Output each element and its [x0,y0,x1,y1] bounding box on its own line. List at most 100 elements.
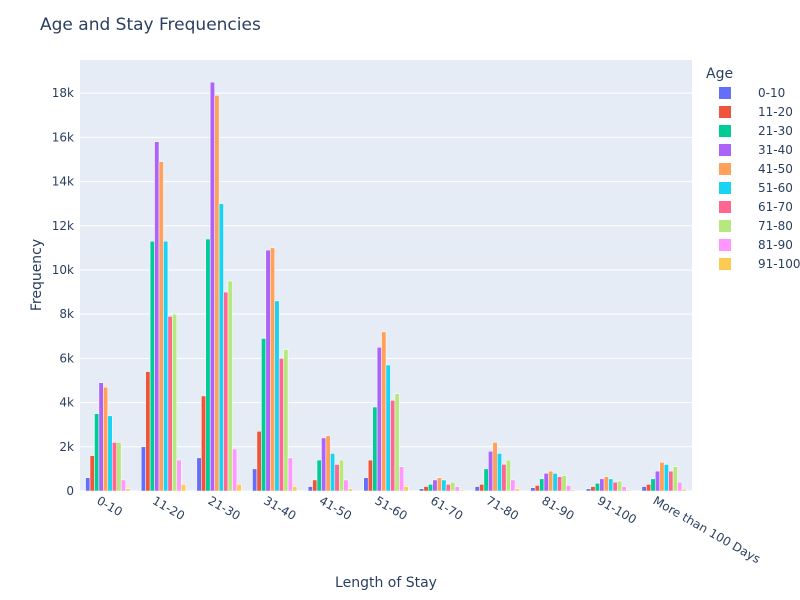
legend-swatch [719,201,731,213]
y-tick-label: 12k [52,219,74,233]
y-tick-label: 0 [66,484,74,498]
y-tick-label: 14k [52,175,74,189]
bar [363,477,369,492]
bar [394,393,400,492]
bar [479,484,485,492]
legend-label: 91-100 [758,257,800,271]
bar [590,486,596,492]
bar [428,484,433,492]
x-axis-title: Length of Stay [335,575,437,591]
legend-label: 61-70 [758,200,793,214]
bar [483,468,489,492]
bar [510,479,516,492]
bar [316,459,322,492]
bar [201,395,206,492]
bar [270,247,275,492]
bar [321,437,327,492]
legend-label: 41-50 [758,162,793,176]
bar [330,453,336,492]
bar [381,331,387,492]
bar [561,475,567,492]
bar [663,464,669,492]
bar [594,483,600,492]
bar [256,431,262,492]
bar [681,488,687,492]
bar [218,203,224,492]
bar [196,457,202,492]
bar [459,489,465,492]
bar [120,479,126,492]
y-tick-label: 8k [59,307,74,321]
bar [94,413,100,492]
bars [85,81,687,492]
bar [505,459,511,492]
bar [650,478,656,492]
bar [89,455,95,492]
bar [552,473,558,492]
bar [436,477,442,492]
bar [445,484,451,492]
bar [539,478,545,492]
bar [149,240,155,492]
bar [347,488,353,492]
bar [223,291,229,492]
bar [292,486,298,492]
bar [116,442,122,492]
bar [252,468,258,492]
bar [534,485,540,492]
bar [107,415,113,492]
bar [181,484,186,492]
legend-swatch [719,87,731,99]
bar [205,238,211,492]
bar [172,313,178,492]
bar [390,400,396,492]
bar [621,486,627,492]
legend-title: Age [706,66,733,82]
bar [376,347,382,492]
y-axis-ticks: 0 2k 4k 6k 8k 10k 12k 14k 16k 18k [52,86,74,498]
bar [283,349,289,492]
bar [227,280,233,492]
bar [474,486,480,492]
bar [163,240,169,492]
bar [423,486,429,492]
legend-label: 31-40 [758,143,793,157]
bar [287,457,293,492]
y-tick-label: 6k [59,351,74,365]
bar [214,95,220,492]
chart-title: Age and Stay Frequencies [40,15,261,35]
bar [646,484,652,492]
bar [265,249,271,492]
legend-swatch [719,220,731,232]
bar [441,479,447,492]
bar [334,464,340,492]
y-tick-label: 18k [52,86,74,100]
y-tick-label: 2k [59,440,74,454]
y-axis-title: Frequency [29,239,45,311]
legend-swatch [719,182,731,194]
bar [603,476,609,492]
bar [557,476,563,492]
bar [339,459,344,492]
legend-swatch [719,106,731,118]
bar [343,479,349,492]
bar [158,161,164,492]
bar [450,481,456,492]
bar [209,81,215,492]
bar [612,481,618,492]
bar [325,435,331,492]
legend-swatch [719,144,731,156]
bar [566,485,571,492]
bar [514,488,520,492]
legend-label: 71-80 [758,219,793,233]
bar [492,442,498,492]
bar [543,473,549,492]
bar [497,453,502,492]
legend-swatch [719,258,731,270]
bar [454,486,460,492]
bar [145,371,151,492]
legend-label: 51-60 [758,181,793,195]
bar [154,141,160,492]
bar [367,459,373,492]
legend-label: 11-20 [758,105,793,119]
